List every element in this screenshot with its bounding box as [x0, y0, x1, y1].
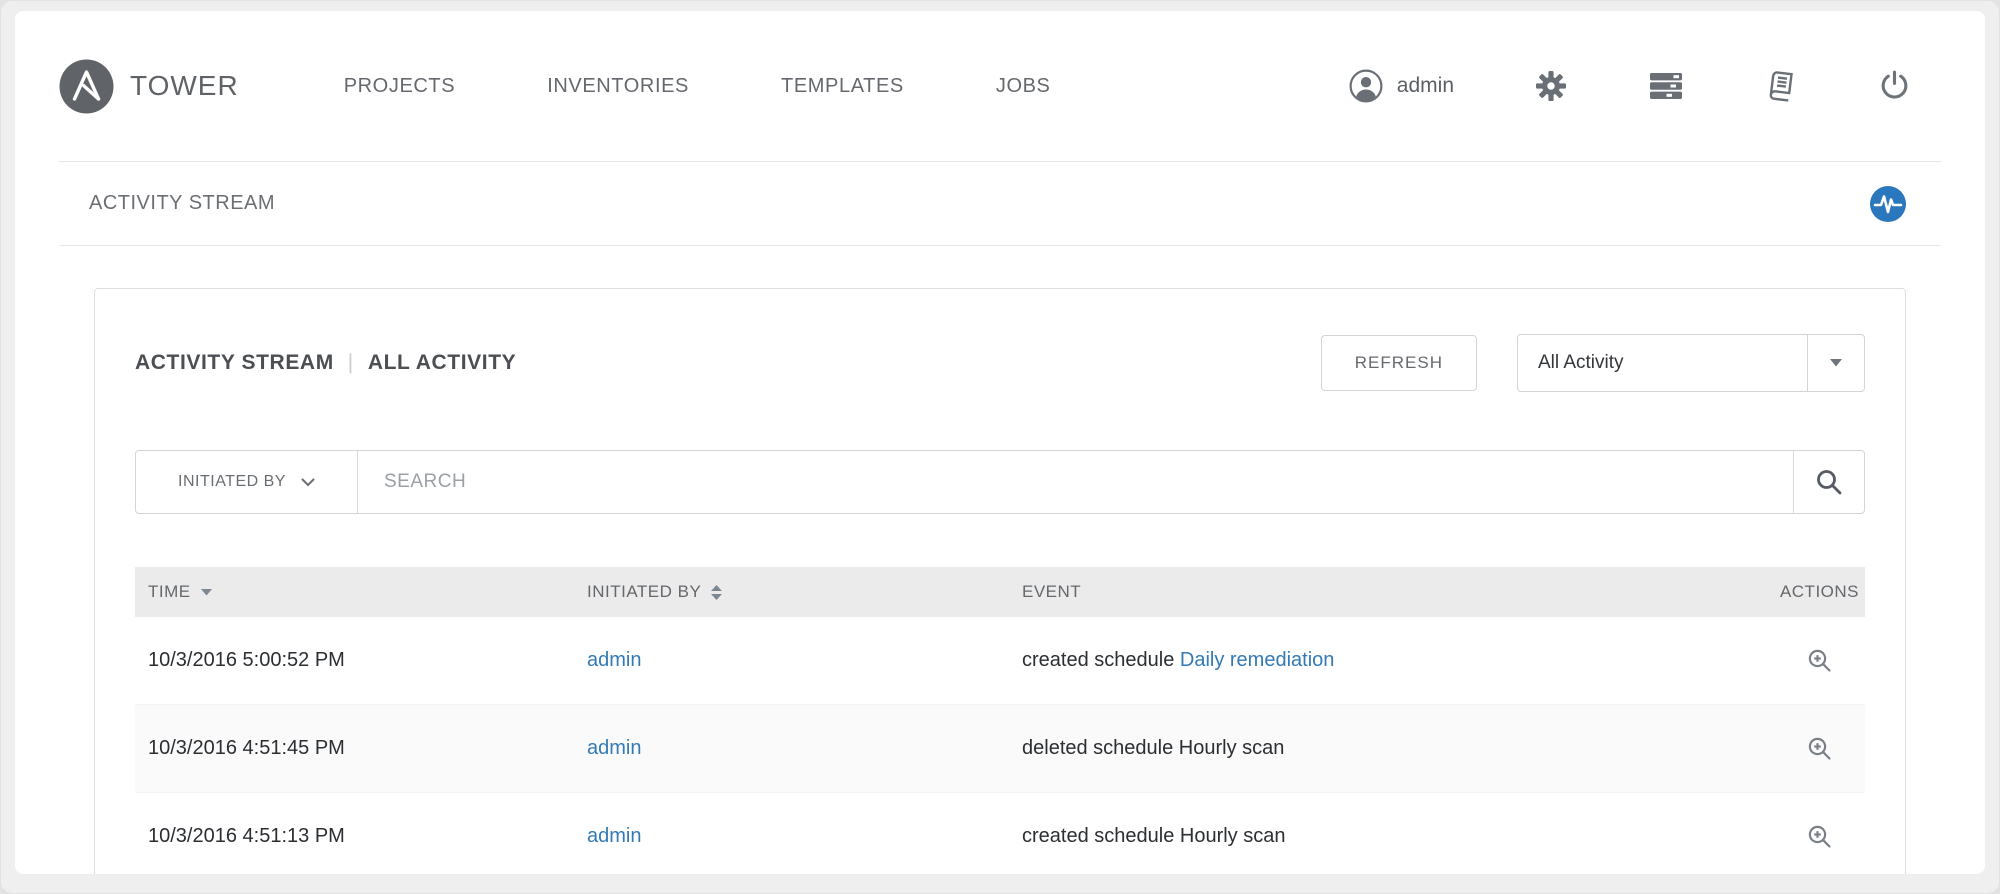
ansible-logo-icon [59, 59, 114, 114]
settings-gear-icon[interactable] [1534, 69, 1568, 103]
event-text: deleted schedule Hourly scan [1022, 737, 1285, 759]
activity-filter-dropdown[interactable]: All Activity [1517, 334, 1865, 392]
event-text: created schedule Hourly scan [1022, 825, 1286, 847]
column-header-initiated-by[interactable]: INITIATED BY [587, 582, 1022, 602]
breadcrumb: ACTIVITY STREAM [15, 162, 1985, 245]
nav-link-inventories[interactable]: INVENTORIES [547, 74, 690, 97]
nav-link-templates[interactable]: TEMPLATES [781, 74, 904, 97]
brand-name: TOWER [130, 70, 239, 101]
event-text: created schedule [1022, 649, 1180, 671]
user-menu[interactable]: admin [1348, 68, 1454, 104]
column-header-actions: ACTIONS [1779, 582, 1859, 601]
nav-link-projects[interactable]: PROJECTS [343, 74, 456, 97]
activity-time: 10/3/2016 4:51:13 PM [148, 825, 345, 847]
activity-table: TIME INITIATED BY [135, 567, 1865, 874]
search-icon [1814, 467, 1844, 497]
initiated-by-link[interactable]: admin [587, 649, 642, 671]
panel-title-main: ACTIVITY STREAM [135, 351, 334, 374]
table-row: 10/3/2016 4:51:45 PM admin deleted sched… [135, 705, 1865, 793]
breadcrumb-divider [59, 245, 1941, 246]
activity-filter-value: All Activity [1538, 352, 1624, 373]
panel-controls: REFRESH All Activity [1320, 334, 1865, 392]
zoom-in-icon[interactable] [1806, 647, 1859, 674]
search-field-selector[interactable]: INITIATED BY [136, 451, 358, 513]
power-logout-icon[interactable] [1878, 69, 1911, 103]
table-header: TIME INITIATED BY [135, 567, 1865, 617]
chevron-down-icon [301, 478, 315, 487]
table-body: 10/3/2016 5:00:52 PM admin created sched… [135, 617, 1865, 874]
page-card: TOWER PROJECTS INVENTORIES TEMPLATES JOB… [15, 11, 1985, 874]
column-header-time[interactable]: TIME [148, 582, 587, 602]
sort-both-icon [711, 584, 723, 600]
initiated-by-link[interactable]: admin [587, 737, 642, 759]
column-header-event: EVENT [1022, 582, 1082, 601]
sort-descending-icon [200, 588, 212, 596]
main-content: ACTIVITY STREAM | ALL ACTIVITY REFRESH A… [15, 246, 1985, 874]
table-row: 10/3/2016 4:51:13 PM admin created sched… [135, 793, 1865, 874]
user-name: admin [1396, 74, 1454, 97]
search-button[interactable] [1793, 451, 1864, 513]
breadcrumb-title: ACTIVITY STREAM [89, 192, 276, 214]
activity-event: created schedule Hourly scan [1022, 825, 1755, 848]
search-bar: INITIATED BY [135, 450, 1865, 514]
initiated-by-link[interactable]: admin [587, 825, 642, 847]
search-input[interactable] [358, 451, 1793, 513]
activity-time: 10/3/2016 5:00:52 PM [148, 649, 345, 671]
refresh-button[interactable]: REFRESH [1320, 335, 1477, 391]
navbar-right: admin [1348, 68, 1911, 104]
event-link[interactable]: Daily remediation [1179, 649, 1335, 671]
panel-title: ACTIVITY STREAM | ALL ACTIVITY [135, 351, 516, 375]
panel-title-sub: ALL ACTIVITY [367, 351, 517, 374]
table-row: 10/3/2016 5:00:52 PM admin created sched… [135, 617, 1865, 705]
activity-event: created schedule Daily remediation [1022, 649, 1755, 672]
navbar-divider [59, 161, 1941, 162]
activity-event: deleted schedule Hourly scan [1022, 737, 1755, 760]
primary-nav: PROJECTS INVENTORIES TEMPLATES JOBS [344, 75, 1051, 98]
docs-book-icon[interactable] [1764, 68, 1798, 104]
panel-title-separator: | [347, 351, 354, 374]
panel-header: ACTIVITY STREAM | ALL ACTIVITY REFRESH A… [135, 334, 1865, 392]
nav-link-jobs[interactable]: JOBS [995, 74, 1051, 97]
system-levels-icon[interactable] [1648, 69, 1684, 103]
activity-stream-panel: ACTIVITY STREAM | ALL ACTIVITY REFRESH A… [94, 288, 1906, 874]
zoom-in-icon[interactable] [1806, 735, 1859, 762]
zoom-in-icon[interactable] [1806, 823, 1859, 850]
activity-time: 10/3/2016 4:51:45 PM [148, 737, 345, 759]
brand-home-link[interactable]: TOWER [59, 59, 239, 114]
user-avatar-icon [1348, 68, 1384, 104]
activity-pulse-icon[interactable] [1869, 185, 1907, 223]
chevron-down-icon [1807, 335, 1864, 391]
search-field-label: INITIATED BY [178, 473, 286, 490]
top-navbar: TOWER PROJECTS INVENTORIES TEMPLATES JOB… [15, 11, 1985, 161]
